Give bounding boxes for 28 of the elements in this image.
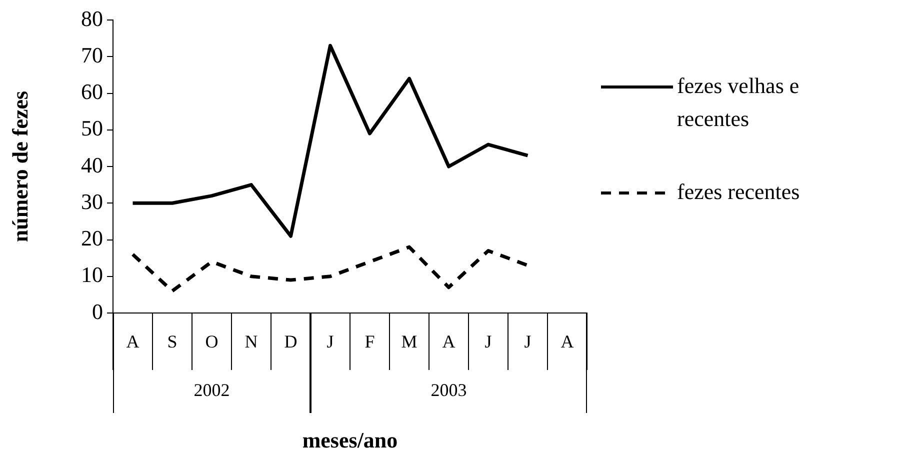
x-tick-label: J — [326, 332, 334, 352]
line-series — [131, 245, 530, 293]
x-tick-label: J — [484, 332, 492, 352]
x-tick-label: N — [244, 332, 258, 352]
y-tick-label: 60 — [81, 79, 103, 104]
y-tick-label: 50 — [81, 116, 103, 141]
x-tick-label: A — [126, 332, 140, 352]
y-tick-label: 70 — [81, 42, 103, 68]
x-tick-label: F — [364, 332, 375, 352]
x-tick-label: A — [442, 332, 456, 352]
y-tick-label: 30 — [81, 188, 103, 214]
y-axis-title: número de fezes — [8, 90, 33, 242]
y-tick-label: 0 — [92, 298, 103, 324]
x-tick-label: J — [524, 332, 532, 352]
x-tick-label: O — [205, 332, 218, 352]
y-tick-label: 40 — [81, 152, 103, 178]
x-tick-label: D — [284, 332, 298, 352]
y-tick-label: 20 — [81, 226, 103, 251]
x-tick-label: A — [560, 332, 574, 352]
x-axis-title: meses/ano — [302, 428, 398, 453]
x-tick-label: S — [167, 332, 178, 352]
y-tick-label: 10 — [81, 262, 103, 288]
text: 2003 — [430, 380, 467, 400]
legend-label: fezes recentes — [677, 178, 800, 204]
text: 2002 — [194, 380, 230, 400]
y-tick-label: 80 — [81, 6, 103, 31]
x-tick-label: M — [401, 332, 418, 352]
legend-label: fezes velhas e recentes — [677, 72, 800, 131]
